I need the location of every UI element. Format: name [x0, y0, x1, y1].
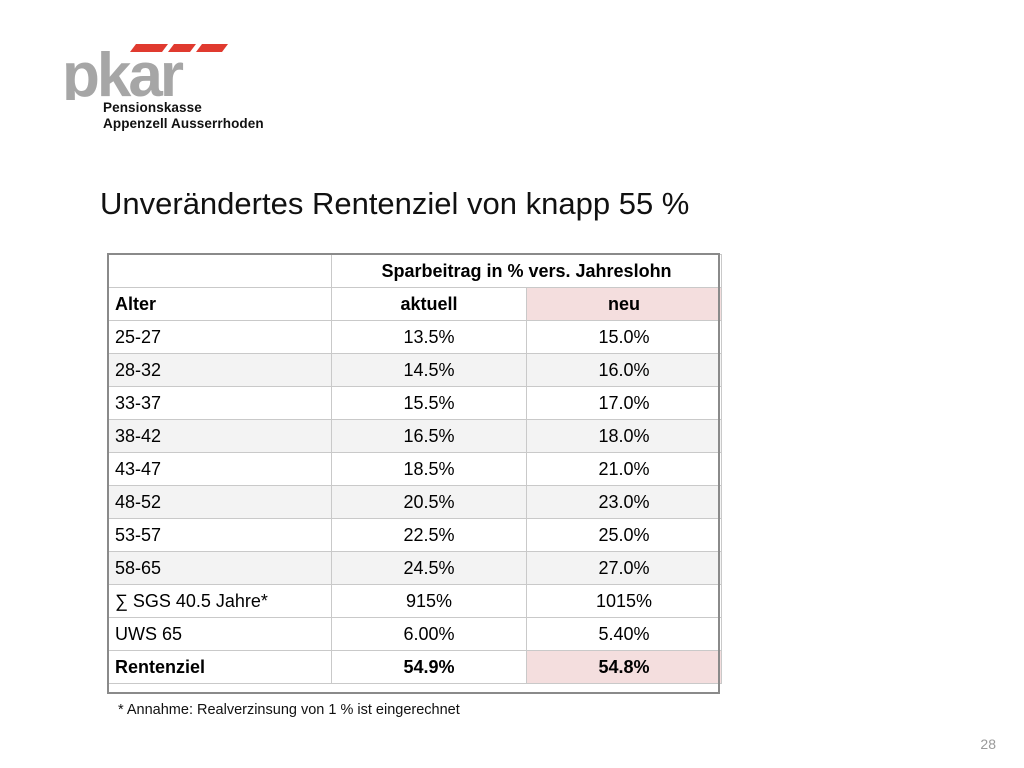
- header-empty-cell: [108, 254, 332, 288]
- slide-title: Unverändertes Rentenziel von knapp 55 %: [100, 186, 690, 221]
- cell-alter: 48-52: [108, 485, 332, 519]
- contribution-table: Sparbeitrag in % vers. Jahreslohn Alter …: [108, 254, 723, 684]
- cell-alter: 38-42: [108, 419, 332, 453]
- ziel-label: Rentenziel: [108, 650, 332, 684]
- ziel-neu: 54.8%: [525, 650, 723, 684]
- sum-label: ∑ SGS 40.5 Jahre*: [108, 584, 332, 618]
- cell-aktuell: 14.5%: [331, 353, 527, 387]
- table-row: 58-65 24.5% 27.0%: [108, 551, 723, 585]
- cell-neu: 27.0%: [525, 551, 723, 585]
- logo-name: Pensionskasse Appenzell Ausserrhoden: [103, 100, 264, 132]
- footnote: * Annahme: Realverzinsung von 1 % ist ei…: [118, 702, 460, 718]
- sum-row: ∑ SGS 40.5 Jahre* 915% 1015%: [108, 584, 723, 618]
- table-row: 25-27 13.5% 15.0%: [108, 320, 723, 354]
- sum-aktuell: 915%: [331, 584, 527, 618]
- page-number: 28: [980, 736, 996, 752]
- cell-neu: 15.0%: [525, 320, 723, 354]
- table-row: 48-52 20.5% 23.0%: [108, 485, 723, 519]
- header-row-group: Sparbeitrag in % vers. Jahreslohn: [108, 254, 723, 288]
- col-header-alter: Alter: [108, 287, 332, 321]
- cell-alter: 33-37: [108, 386, 332, 420]
- cell-neu: 21.0%: [525, 452, 723, 486]
- logo-line1: Pensionskasse: [103, 100, 202, 115]
- col-header-neu: neu: [525, 287, 723, 321]
- table-row: 53-57 22.5% 25.0%: [108, 518, 723, 552]
- col-header-aktuell: aktuell: [331, 287, 527, 321]
- uws-row: UWS 65 6.00% 5.40%: [108, 617, 723, 651]
- cell-aktuell: 16.5%: [331, 419, 527, 453]
- rentenziel-row: Rentenziel 54.9% 54.8%: [108, 650, 723, 684]
- cell-aktuell: 22.5%: [331, 518, 527, 552]
- uws-neu: 5.40%: [525, 617, 723, 651]
- sum-neu: 1015%: [525, 584, 723, 618]
- cell-aktuell: 13.5%: [331, 320, 527, 354]
- cell-neu: 18.0%: [525, 419, 723, 453]
- cell-alter: 58-65: [108, 551, 332, 585]
- uws-aktuell: 6.00%: [331, 617, 527, 651]
- cell-aktuell: 24.5%: [331, 551, 527, 585]
- ziel-aktuell: 54.9%: [331, 650, 527, 684]
- header-group-label: Sparbeitrag in % vers. Jahreslohn: [330, 254, 723, 288]
- cell-neu: 25.0%: [525, 518, 723, 552]
- cell-neu: 23.0%: [525, 485, 723, 519]
- table-row: 28-32 14.5% 16.0%: [108, 353, 723, 387]
- cell-alter: 53-57: [108, 518, 332, 552]
- logo-line2: Appenzell Ausserrhoden: [103, 116, 264, 131]
- uws-label: UWS 65: [108, 617, 332, 651]
- table-row: 33-37 15.5% 17.0%: [108, 386, 723, 420]
- pkar-logo: pkar Pensionskasse Appenzell Ausserrhode…: [62, 40, 282, 136]
- table-row: 43-47 18.5% 21.0%: [108, 452, 723, 486]
- logo-wordmark: pkar: [62, 41, 184, 100]
- cell-aktuell: 18.5%: [331, 452, 527, 486]
- cell-aktuell: 20.5%: [331, 485, 527, 519]
- cell-alter: 43-47: [108, 452, 332, 486]
- cell-neu: 16.0%: [525, 353, 723, 387]
- cell-neu: 17.0%: [525, 386, 723, 420]
- cell-alter: 25-27: [108, 320, 332, 354]
- cell-alter: 28-32: [108, 353, 332, 387]
- table-row: 38-42 16.5% 18.0%: [108, 419, 723, 453]
- cell-aktuell: 15.5%: [331, 386, 527, 420]
- pkar-logo-mark: pkar: [62, 41, 228, 100]
- header-row-columns: Alter aktuell neu: [108, 287, 723, 321]
